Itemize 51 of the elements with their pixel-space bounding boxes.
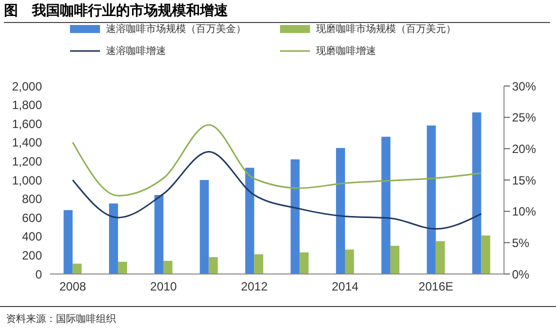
bar (345, 250, 354, 274)
bar (154, 195, 164, 274)
chart-title: 图 我国咖啡行业的市场规模和增速 (4, 2, 550, 23)
bar (436, 241, 445, 274)
legend-label: 现磨咖啡市场规模（百万美元） (316, 22, 456, 36)
y2-tick-label: 5% (512, 236, 530, 250)
bar (300, 252, 309, 274)
y-tick-label: 1,200 (12, 154, 42, 168)
bar (245, 168, 254, 274)
x-tick-label: 2008 (59, 280, 86, 294)
y-tick-label: 600 (22, 210, 42, 225)
legend-label: 现磨咖啡增速 (316, 44, 376, 58)
bar (290, 159, 300, 274)
y-tick-label: 1,800 (12, 98, 42, 112)
x-tick-label: 2016E (418, 280, 454, 294)
y2-tick-label: 15% (512, 173, 536, 188)
y2-tick-label: 0% (512, 267, 530, 282)
y2-tick-label: 30% (512, 79, 536, 94)
y2-tick-label: 10% (512, 204, 536, 219)
legend-label: 速溶咖啡增速 (106, 44, 166, 58)
x-tick-label: 2010 (150, 280, 178, 294)
y-tick-label: 1,600 (12, 116, 42, 131)
y-tick-label: 0 (35, 267, 42, 282)
y-tick-label: 800 (22, 192, 42, 206)
y-tick-label: 1,400 (12, 136, 42, 150)
line-series (72, 124, 482, 196)
bar (336, 148, 346, 274)
bar (118, 262, 128, 274)
bar (208, 257, 218, 274)
y2-tick-label: 20% (512, 142, 536, 156)
bar (163, 260, 172, 274)
y-tick-label: 200 (22, 248, 42, 262)
x-tick-label: 2014 (332, 280, 359, 294)
x-tick-label: 2012 (240, 280, 268, 294)
legend-label: 速溶咖啡市场规模（百万美金） (106, 22, 246, 36)
bar (426, 125, 436, 274)
bar (64, 210, 73, 274)
bar (390, 246, 400, 274)
y2-tick-label: 25% (512, 110, 536, 125)
bar (254, 254, 264, 274)
bar (481, 235, 490, 274)
y-tick-label: 400 (22, 230, 42, 244)
line-series (72, 151, 482, 230)
y-tick-label: 1,000 (12, 173, 42, 188)
bar (72, 264, 82, 274)
bar (472, 112, 482, 274)
bar (381, 136, 390, 274)
bar (200, 180, 209, 274)
text: 资料来源：国际咖啡组织 (6, 314, 116, 325)
bar (109, 204, 118, 274)
y-tick-label: 2,000 (12, 79, 42, 94)
